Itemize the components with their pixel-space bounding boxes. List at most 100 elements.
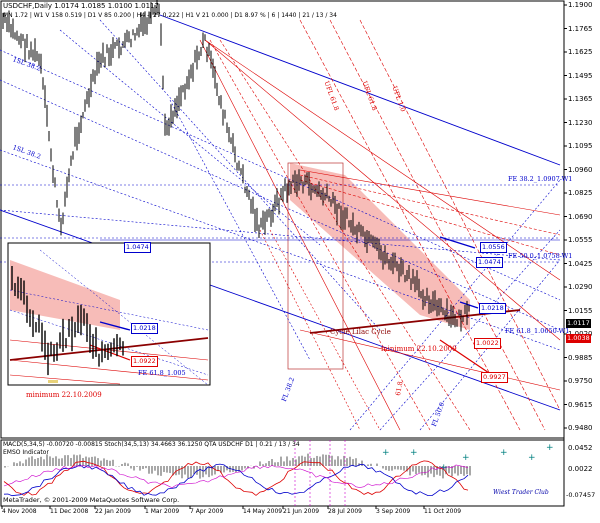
tag-09927: 0.9927: [481, 372, 508, 383]
macd-histogram-bar: [385, 466, 387, 470]
macd-histogram-bar: [34, 459, 36, 466]
label-fe50: FE 50.0_1.0758-W1: [508, 252, 572, 260]
price-axis-label: 1.0555: [568, 237, 593, 244]
inset-tag-10922: 1.0922: [131, 356, 158, 367]
macd-histogram-bar: [202, 466, 204, 477]
price-axis-label: 0.9615: [568, 402, 593, 409]
date-axis-label: 21 Jun 2009: [283, 509, 319, 515]
macd-histogram-bar: [289, 461, 291, 466]
macd-histogram-bar: [79, 455, 81, 466]
macd-histogram-bar: [76, 455, 78, 466]
macd-histogram-bar: [169, 466, 171, 473]
macd-histogram-bar: [28, 458, 30, 466]
macd-histogram-bar: [154, 466, 156, 471]
macd-histogram-bar: [307, 454, 309, 466]
macd-histogram-bar: [109, 461, 111, 466]
macd-histogram-bar: [454, 466, 456, 473]
inset-zoom-panel: [8, 243, 210, 385]
indicator-subheader: EMSO Indicator: [3, 450, 49, 456]
macd-histogram-bar: [166, 466, 168, 473]
label-fe382: FE 38.2_1.0907-W1: [508, 175, 572, 183]
date-axis-label: 3 Sep 2009: [376, 509, 410, 515]
price-axis-label: 1.0155: [568, 308, 593, 315]
macd-histogram-bar: [424, 466, 426, 475]
copyright-text: MetaTrader, © 2001-2009 MetaQuotes Softw…: [3, 497, 179, 504]
macd-histogram-bar: [106, 460, 108, 466]
date-axis-label: 1 Mar 2009: [145, 509, 179, 515]
indicator-header: MACD(5,34,5) -0.00720 -0.00815 Stoch(34,…: [3, 442, 300, 448]
macd-histogram-bar: [88, 457, 90, 466]
macd-histogram-bar: [67, 455, 69, 466]
label-minimum: minimum 22.10.2009: [381, 345, 457, 353]
price-axis-label: 1.1900: [568, 2, 593, 9]
macd-histogram-bar: [118, 466, 120, 467]
macd-histogram-bar: [340, 459, 342, 466]
macd-histogram-bar: [121, 464, 123, 466]
macd-histogram-bar: [187, 466, 189, 478]
macd-histogram-bar: [262, 464, 264, 466]
bid-price-tag: 1.0038: [566, 334, 591, 343]
macd-histogram-bar: [82, 458, 84, 466]
date-axis-label: 7 Apr 2009: [190, 509, 223, 515]
macd-histogram-bar: [43, 459, 45, 466]
price-axis-label: 1.0825: [568, 190, 593, 197]
macd-histogram-bar: [130, 466, 132, 468]
macd-histogram-bar: [40, 457, 42, 466]
macd-histogram-bar: [4, 466, 6, 468]
indicator-axis-mid: 0.0022: [568, 466, 593, 473]
chart-timeframe-header: MN 1.72 | W1 V 158 0.519 | D1 V 85 0.200…: [3, 13, 337, 19]
svg-text:+: +: [546, 443, 554, 453]
macd-histogram-bar: [457, 466, 459, 476]
macd-histogram-bar: [331, 456, 333, 466]
macd-histogram-bar: [469, 466, 471, 475]
macd-histogram-bar: [136, 466, 138, 467]
macd-histogram-bar: [127, 463, 129, 466]
macd-histogram-bar: [91, 457, 93, 466]
inset-label-minimum: minimum 22.10.2009: [26, 391, 102, 399]
label-cycle: Cycle Lilac Cycle: [330, 328, 391, 336]
tag-10022: 1.0022: [474, 338, 501, 349]
macd-histogram-bar: [139, 466, 141, 471]
macd-histogram-bar: [316, 456, 318, 466]
macd-histogram-bar: [13, 462, 15, 466]
macd-histogram-bar: [19, 461, 21, 466]
svg-text:+: +: [462, 453, 470, 463]
macd-histogram-bar: [415, 466, 417, 474]
price-axis-label: 1.0290: [568, 284, 593, 291]
macd-histogram-bar: [70, 458, 72, 466]
price-axis-label: 1.1365: [568, 96, 593, 103]
macd-histogram-bar: [235, 466, 237, 472]
macd-histogram-bar: [112, 460, 114, 466]
macd-histogram-bar: [388, 466, 390, 471]
macd-histogram-bar: [160, 466, 162, 476]
macd-histogram-bar: [433, 466, 435, 477]
price-axis-label: 1.1625: [568, 49, 593, 56]
date-axis-label: 14 May 2009: [243, 509, 282, 515]
indicator-axis-bottom: -0.07457: [566, 492, 595, 499]
macd-histogram-bar: [61, 458, 63, 466]
macd-histogram-bar: [145, 466, 147, 468]
inset-label-fe618: FE 61.8_1.005: [138, 369, 186, 377]
macd-histogram-bar: [259, 461, 261, 466]
inset-tag-10218: 1.0218: [131, 323, 158, 334]
macd-histogram-bar: [460, 466, 462, 474]
macd-histogram-bar: [391, 466, 393, 471]
macd-histogram-bar: [370, 464, 372, 466]
macd-histogram-bar: [325, 455, 327, 466]
macd-histogram-bar: [277, 462, 279, 466]
macd-histogram-bar: [313, 458, 315, 466]
macd-histogram-bar: [16, 463, 18, 466]
price-axis-label: 1.1230: [568, 120, 593, 127]
macd-histogram-bar: [22, 463, 24, 466]
macd-histogram-bar: [301, 456, 303, 466]
macd-histogram-bar: [151, 466, 153, 474]
macd-histogram-bar: [286, 456, 288, 466]
svg-text:+: +: [440, 463, 448, 473]
macd-histogram-bar: [421, 466, 423, 475]
date-axis-label: 22 Jan 2009: [95, 509, 131, 515]
tag-10474: 1.0474: [476, 257, 503, 268]
price-axis-label: 1.1495: [568, 73, 593, 80]
macd-histogram-bar: [322, 454, 324, 466]
date-axis-label: 28 Jul 2009: [328, 509, 362, 515]
